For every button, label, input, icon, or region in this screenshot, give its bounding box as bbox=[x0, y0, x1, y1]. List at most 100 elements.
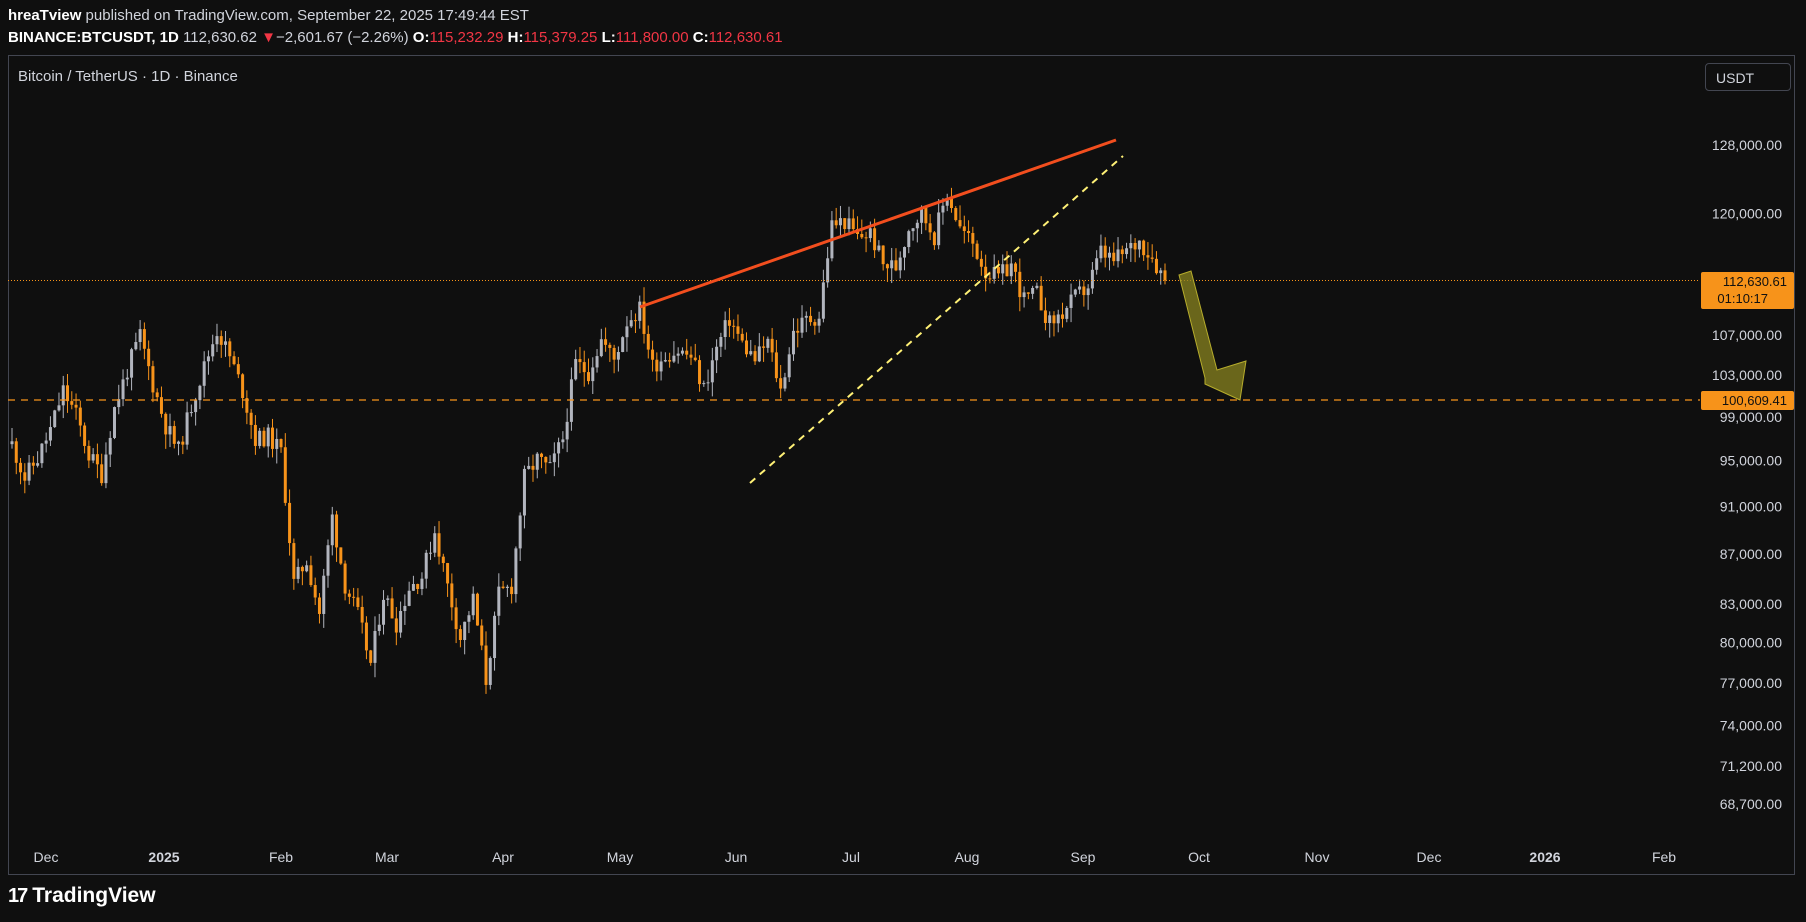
candle-body bbox=[877, 245, 881, 251]
support-trendline[interactable] bbox=[749, 155, 1124, 484]
candle-body bbox=[1048, 315, 1052, 324]
candle-body bbox=[898, 257, 902, 271]
candle-body bbox=[753, 351, 757, 362]
candle-body bbox=[988, 278, 992, 280]
candle-body bbox=[1154, 258, 1158, 274]
candle-body bbox=[1056, 314, 1060, 324]
publish-info: hreaTview published on TradingView.com, … bbox=[8, 7, 529, 24]
candle-body bbox=[1112, 252, 1116, 262]
candle-body bbox=[211, 344, 215, 357]
candle-body bbox=[599, 339, 603, 357]
candle-body bbox=[860, 233, 864, 238]
candle-body bbox=[745, 340, 749, 355]
candle-body bbox=[518, 515, 522, 549]
price-tick-label: 95,000.00 bbox=[1720, 453, 1782, 469]
candle-body bbox=[531, 465, 535, 470]
candle-body bbox=[766, 338, 770, 348]
price-tick-label: 128,000.00 bbox=[1712, 137, 1782, 153]
candle-body bbox=[305, 565, 309, 572]
candle-body bbox=[582, 362, 586, 373]
candle-body bbox=[228, 341, 232, 357]
candle-body bbox=[335, 514, 339, 548]
candle-body bbox=[296, 566, 300, 579]
candle-body bbox=[74, 404, 78, 408]
candle-body bbox=[194, 400, 198, 413]
current-price-value: 112,630.61 bbox=[1723, 274, 1787, 289]
currency-button[interactable]: USDT bbox=[1705, 63, 1791, 91]
resistance-trendline[interactable] bbox=[639, 138, 1117, 309]
candle-body bbox=[719, 337, 723, 347]
author-name: hreaTview bbox=[8, 7, 82, 24]
candle-body bbox=[142, 329, 146, 349]
candle-body bbox=[10, 441, 14, 445]
candle-body bbox=[390, 598, 394, 619]
candle-body bbox=[1086, 288, 1090, 296]
candle-body bbox=[1120, 249, 1124, 255]
candle-body bbox=[382, 599, 386, 625]
candle-body bbox=[66, 385, 70, 402]
candle-body bbox=[458, 629, 462, 641]
candle-body bbox=[91, 454, 95, 461]
candle-body bbox=[574, 359, 578, 380]
candle-body bbox=[591, 367, 595, 382]
time-tick-label: Apr bbox=[492, 849, 514, 865]
candle-body bbox=[253, 424, 257, 446]
price-tick-label: 87,000.00 bbox=[1720, 546, 1782, 562]
time-tick-label: Oct bbox=[1188, 849, 1210, 865]
close-label: C: bbox=[692, 29, 709, 46]
candle-body bbox=[416, 584, 420, 589]
candle-body bbox=[762, 346, 766, 348]
candle-body bbox=[125, 377, 129, 380]
candle-body bbox=[159, 397, 163, 414]
countdown-timer: 01:10:17 bbox=[1717, 291, 1768, 306]
footer-brand[interactable]: 17 TradingView bbox=[8, 884, 156, 908]
price-axis[interactable]: 128,000.00 120,000.00 107,000.00 103,000.00… bbox=[1701, 137, 1794, 812]
candle-body bbox=[266, 427, 270, 447]
candle-body bbox=[185, 412, 189, 445]
candle-body bbox=[633, 320, 637, 322]
candle-body bbox=[343, 563, 347, 594]
candle-body bbox=[202, 361, 206, 386]
candle-body bbox=[569, 379, 573, 422]
candle-body bbox=[868, 228, 872, 239]
candle-body bbox=[873, 228, 877, 251]
candle-body bbox=[177, 441, 181, 444]
chart-panel[interactable] bbox=[8, 55, 1795, 875]
candle-body bbox=[1107, 252, 1111, 258]
candle-body bbox=[245, 398, 249, 413]
candle-body bbox=[535, 453, 539, 470]
candle-body bbox=[843, 218, 847, 230]
candle-body bbox=[1005, 264, 1009, 277]
candle-body bbox=[467, 615, 471, 622]
candle-body bbox=[70, 401, 74, 405]
candle-body bbox=[249, 412, 253, 425]
candle-body bbox=[851, 218, 855, 230]
time-tick-label: Feb bbox=[269, 849, 293, 865]
candle-body bbox=[78, 407, 82, 426]
time-tick-label: Aug bbox=[955, 849, 980, 865]
candle-body bbox=[198, 385, 202, 401]
candle-body bbox=[454, 607, 458, 630]
candle-body bbox=[95, 454, 99, 465]
candle-body bbox=[322, 575, 326, 614]
candle-body bbox=[514, 548, 518, 595]
candle-body bbox=[881, 245, 885, 265]
high-label: H: bbox=[507, 29, 524, 46]
time-tick-label: Dec bbox=[34, 849, 59, 865]
candle-body bbox=[373, 630, 377, 663]
candle-body bbox=[809, 315, 813, 323]
candle-body bbox=[604, 339, 608, 345]
candle-body bbox=[450, 583, 454, 608]
candle-body bbox=[151, 366, 155, 393]
candle-body bbox=[411, 584, 415, 591]
candle-body bbox=[155, 392, 159, 398]
candle-body bbox=[360, 606, 364, 623]
candle-body bbox=[399, 610, 403, 633]
candle-body bbox=[433, 533, 437, 553]
down-arrow-icon[interactable] bbox=[1178, 270, 1247, 401]
time-axis[interactable]: Dec 2025 Feb Mar Apr May Jun Jul Aug Sep Oct Nov Dec… bbox=[34, 849, 1677, 865]
candle-body bbox=[1125, 248, 1129, 255]
candle-body bbox=[616, 352, 620, 360]
candle-body bbox=[770, 338, 774, 353]
